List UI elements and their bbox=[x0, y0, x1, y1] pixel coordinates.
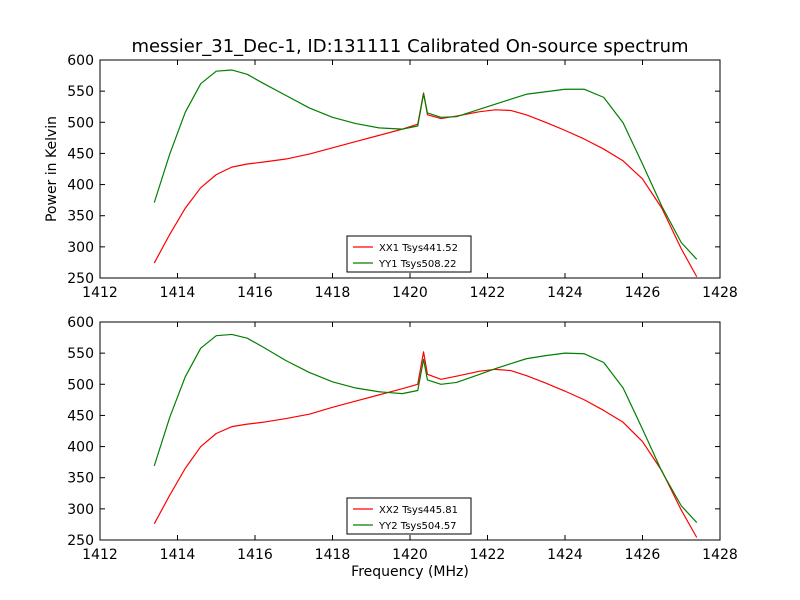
x-tick-label: 1422 bbox=[470, 547, 506, 563]
x-tick-label: 1428 bbox=[702, 547, 738, 563]
y-tick-label: 250 bbox=[67, 533, 94, 549]
x-axis-label: Frequency (MHz) bbox=[351, 564, 469, 580]
x-tick-label: 1412 bbox=[82, 547, 118, 563]
y-tick-label: 500 bbox=[67, 377, 94, 393]
x-tick-label: 1424 bbox=[547, 547, 583, 563]
x-tick-label: 1426 bbox=[625, 285, 661, 301]
y-tick-label: 300 bbox=[67, 502, 94, 518]
x-tick-label: 1414 bbox=[160, 285, 196, 301]
x-tick-label: 1418 bbox=[315, 285, 351, 301]
x-tick-label: 1424 bbox=[547, 285, 583, 301]
y-tick-label: 550 bbox=[67, 84, 94, 100]
y-tick-label: 400 bbox=[67, 178, 94, 194]
y-tick-label: 450 bbox=[67, 408, 94, 424]
y-tick-label: 350 bbox=[67, 209, 94, 225]
x-tick-label: 1422 bbox=[470, 285, 506, 301]
series-line-xx2 bbox=[153, 351, 698, 538]
x-tick-label: 1412 bbox=[82, 285, 118, 301]
y-tick-label: 250 bbox=[67, 271, 94, 287]
series-line-yy1 bbox=[153, 69, 698, 260]
legend-entry: YY1 Tsys508.22 bbox=[378, 259, 457, 270]
x-tick-label: 1426 bbox=[625, 547, 661, 563]
x-tick-label: 1414 bbox=[160, 547, 196, 563]
y-tick-label: 300 bbox=[67, 240, 94, 256]
legend-entry: XX1 Tsys441.52 bbox=[379, 243, 458, 254]
legend: XX1 Tsys441.52 YY1 Tsys508.22 bbox=[346, 235, 472, 273]
y-tick-label: 600 bbox=[67, 53, 94, 69]
x-tick-label: 1416 bbox=[237, 547, 273, 563]
legend-entry: YY2 Tsys504.57 bbox=[378, 521, 457, 532]
x-tick-label: 1416 bbox=[237, 285, 273, 301]
x-tick-label: 1420 bbox=[392, 285, 428, 301]
legend-entry: XX2 Tsys445.81 bbox=[379, 505, 458, 516]
series-line-yy2 bbox=[153, 333, 698, 523]
y-tick-label: 450 bbox=[67, 146, 94, 162]
y-axis-label: Power in Kelvin bbox=[44, 116, 60, 222]
chart-panel-2: 1412 1414 1416 1418 1420 1422 1424 1426 1428 250 3… bbox=[67, 315, 738, 580]
chart-title: messier_31_Dec-1, ID:131111 Calibrated O… bbox=[131, 36, 688, 57]
y-tick-label: 400 bbox=[67, 440, 94, 456]
x-tick-label: 1428 bbox=[702, 285, 738, 301]
x-tick-label: 1418 bbox=[315, 547, 351, 563]
y-tick-label: 500 bbox=[67, 115, 94, 131]
chart-panel-1: 1412 1414 1416 1418 1420 1422 1424 1426 1428 250 3… bbox=[44, 36, 738, 301]
legend-box bbox=[346, 497, 472, 535]
legend-box bbox=[346, 235, 472, 273]
y-tick-label: 350 bbox=[67, 471, 94, 487]
legend: XX2 Tsys445.81 YY2 Tsys504.57 bbox=[346, 497, 472, 535]
y-tick-label: 550 bbox=[67, 346, 94, 362]
y-tick-label: 600 bbox=[67, 315, 94, 331]
x-tick-label: 1420 bbox=[392, 547, 428, 563]
